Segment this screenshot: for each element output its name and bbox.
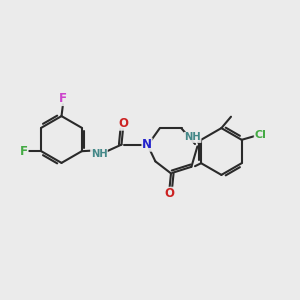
Text: O: O — [164, 187, 174, 200]
Text: F: F — [59, 92, 67, 106]
Text: N: N — [142, 138, 152, 151]
Text: NH: NH — [184, 132, 201, 142]
Text: F: F — [20, 145, 28, 158]
Text: Cl: Cl — [254, 130, 266, 140]
Text: O: O — [118, 117, 129, 130]
Text: NH: NH — [91, 149, 107, 159]
